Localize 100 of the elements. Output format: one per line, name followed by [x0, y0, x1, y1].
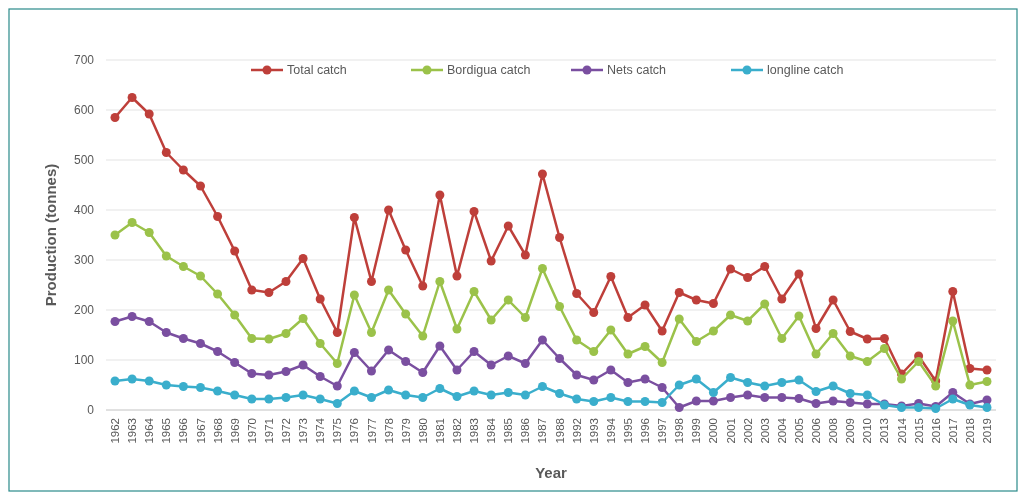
y-tick-label: 0	[87, 403, 95, 418]
point	[657, 383, 667, 392]
point	[589, 308, 599, 317]
point	[298, 254, 308, 263]
point	[828, 329, 838, 338]
point	[384, 285, 394, 295]
point	[555, 302, 565, 311]
point	[486, 390, 496, 400]
point	[110, 230, 120, 240]
point	[520, 250, 530, 260]
point	[691, 374, 701, 384]
point	[503, 388, 513, 397]
x-tick-label: 2019	[981, 418, 994, 444]
point	[537, 382, 547, 391]
point	[674, 403, 684, 412]
point	[401, 309, 411, 319]
point	[315, 394, 325, 404]
x-tick-label: 1972	[280, 418, 293, 444]
point	[777, 378, 787, 387]
point	[418, 331, 428, 341]
point	[828, 295, 838, 305]
point	[606, 393, 616, 402]
y-tick-label: 100	[73, 353, 95, 368]
x-tick-label: 1978	[382, 418, 395, 444]
point	[760, 393, 770, 402]
point	[469, 207, 479, 216]
point	[640, 374, 650, 384]
point	[349, 290, 359, 300]
point	[281, 393, 291, 402]
point	[777, 393, 787, 402]
point	[469, 287, 479, 296]
point	[195, 271, 205, 281]
legend-label: Nets catch	[607, 63, 667, 78]
point	[811, 387, 821, 396]
point	[418, 281, 428, 291]
point	[178, 262, 188, 271]
point	[982, 365, 992, 375]
point	[349, 213, 359, 222]
y-tick-label: 700	[73, 53, 95, 68]
point	[623, 349, 633, 359]
point	[452, 271, 462, 281]
point	[743, 273, 753, 282]
x-tick-label: 2002	[741, 418, 754, 444]
point	[247, 334, 257, 343]
point	[503, 351, 513, 361]
point	[401, 390, 411, 400]
point	[674, 288, 684, 297]
point	[264, 334, 274, 344]
point	[127, 312, 137, 321]
x-tick-label: 1997	[656, 418, 669, 444]
point	[469, 386, 479, 396]
x-tick-label: 1966	[177, 418, 190, 444]
point	[606, 325, 616, 335]
x-tick-label: 1965	[160, 418, 173, 444]
point	[110, 113, 120, 122]
point	[247, 394, 257, 404]
legend-label: longline catch	[767, 63, 844, 78]
x-tick-label: 1967	[194, 418, 207, 444]
point	[845, 327, 855, 336]
point	[708, 388, 718, 397]
x-tick-label: 1996	[639, 418, 652, 444]
point	[435, 384, 445, 393]
point	[623, 397, 633, 406]
x-tick-label: 1993	[587, 418, 600, 444]
point	[982, 403, 992, 412]
point	[914, 403, 924, 412]
point	[640, 397, 650, 406]
point	[503, 295, 513, 305]
x-tick-label: 2013	[878, 418, 891, 444]
x-tick-label: 2003	[758, 418, 771, 444]
point	[110, 376, 120, 386]
point	[760, 262, 770, 271]
point	[760, 299, 770, 309]
point	[572, 335, 582, 345]
point	[811, 349, 821, 359]
x-tick-label: 1992	[570, 418, 583, 444]
point	[862, 357, 872, 366]
x-tick-label: 1984	[485, 417, 498, 444]
point	[931, 381, 941, 391]
point	[315, 294, 325, 304]
point	[213, 289, 223, 299]
point	[127, 374, 137, 384]
point	[144, 109, 154, 119]
point	[213, 347, 223, 356]
point	[332, 381, 342, 391]
point	[213, 212, 223, 221]
point	[195, 181, 205, 191]
point	[828, 381, 838, 391]
point	[777, 294, 787, 304]
point	[862, 399, 872, 409]
point	[879, 334, 889, 343]
point	[230, 390, 240, 400]
x-tick-label: 1995	[621, 418, 634, 444]
point	[144, 228, 154, 237]
point	[845, 389, 855, 398]
point	[366, 328, 376, 337]
point	[657, 398, 667, 407]
point	[384, 385, 394, 395]
point	[418, 368, 428, 377]
point	[811, 324, 821, 333]
